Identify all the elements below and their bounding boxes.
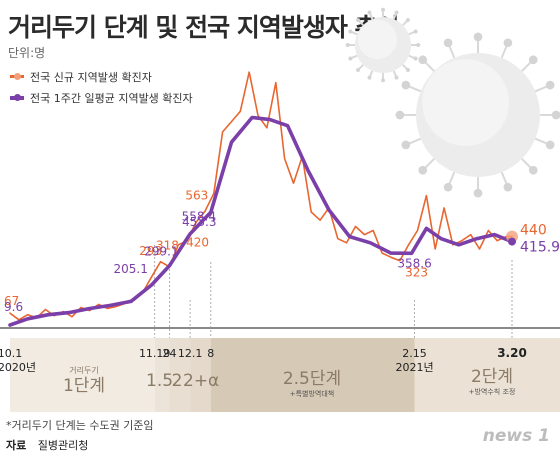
year-label-0: 2020년 (0, 361, 36, 374)
data-label-0: 67 (4, 294, 19, 308)
unit-label: 단위:명 (8, 46, 46, 60)
x-tick-label-1: 11.19 (139, 347, 171, 360)
x-tick-label-3: 12.1 (178, 347, 203, 360)
phase-big-3: 2 (171, 371, 183, 391)
phase-big-4: 2+α (183, 371, 220, 391)
phase-band-6-extension (414, 338, 560, 412)
series-line-weekly (8, 115, 514, 327)
footnote: *거리두기 단계는 수도권 기준임 (6, 419, 154, 432)
x-tick-label-0: 10.1 (0, 347, 22, 360)
x-tick-label-5: 2.15 (402, 347, 427, 360)
phase-label-2: 1.5 (146, 371, 174, 391)
virus-icon-large (395, 32, 560, 198)
data-label-4: 318 (156, 239, 179, 253)
news1-logo: news 1 (482, 426, 550, 446)
legend-swatch-daily (10, 73, 24, 80)
x-tick-label-6: 3.20 (497, 346, 527, 360)
phase-big-2: 1.5 (146, 371, 174, 391)
data-label-13: 415.9 (520, 240, 560, 256)
data-label-12: 440 (520, 223, 547, 239)
endpoint-weekly (508, 237, 516, 246)
phase-note-5: +특별방역대책 (289, 390, 335, 398)
source: 자료 질병관리청 (6, 437, 88, 453)
phase-band-4 (190, 338, 211, 412)
phase-big-1: 1단계 (62, 376, 106, 396)
data-label-5: 299.1 (144, 245, 178, 259)
phase-big-6: 2단계 (470, 367, 514, 387)
data-label-10: 358.6 (397, 256, 431, 270)
year-label-1: 2021년 (395, 361, 433, 374)
data-label-1: 9.6 (4, 300, 23, 314)
phase-label-6: 2단계 +방역수칙 조정 (446, 367, 538, 397)
phase-small-1: 거리두기 (69, 366, 99, 375)
chart-title: 거리두기 단계 및 전국 지역발생자 추이 (8, 13, 400, 42)
phase-band-1 (10, 338, 155, 412)
phase-big-5: 2.5단계 (282, 369, 342, 389)
virus-icon-small (345, 7, 421, 83)
data-label-2: 293 (139, 244, 162, 258)
phase-band-5 (210, 338, 415, 412)
data-label-11: 323 (405, 266, 428, 280)
data-label-7: 420 (186, 236, 209, 250)
data-label-9: 558.4 (182, 209, 216, 223)
legend-item-weekly: 전국 1주간 일평균 지역발생 확진자 (10, 87, 193, 108)
phase-label-1: 거리두기 1단계 (50, 365, 118, 396)
source-value: 질병관리청 (37, 439, 89, 452)
x-tick-label-4: 8 (207, 347, 214, 360)
phase-band-3 (169, 338, 191, 412)
legend-label-daily: 전국 신규 지역발생 확진자 (30, 70, 152, 84)
data-label-6: 453.3 (182, 215, 216, 229)
x-tick-label-2: 24 (162, 347, 176, 360)
phase-band-2 (154, 338, 170, 412)
legend-item-daily: 전국 신규 지역발생 확진자 (10, 66, 193, 87)
chart-legend: 전국 신규 지역발생 확진자 전국 1주간 일평균 지역발생 확진자 (10, 66, 193, 108)
phase-label-5: 2.5단계 +특별방역대책 (262, 369, 362, 399)
phase-label-3: 2 (170, 371, 184, 391)
phase-note-6: +방역수칙 조정 (468, 388, 516, 396)
legend-label-weekly: 전국 1주간 일평균 지역발생 확진자 (30, 91, 193, 105)
legend-swatch-weekly (10, 94, 24, 101)
phase-label-4: 2+α (183, 371, 220, 391)
data-label-8: 563 (185, 188, 208, 202)
data-label-3: 205.1 (114, 262, 148, 276)
source-label: 자료 (6, 439, 27, 452)
